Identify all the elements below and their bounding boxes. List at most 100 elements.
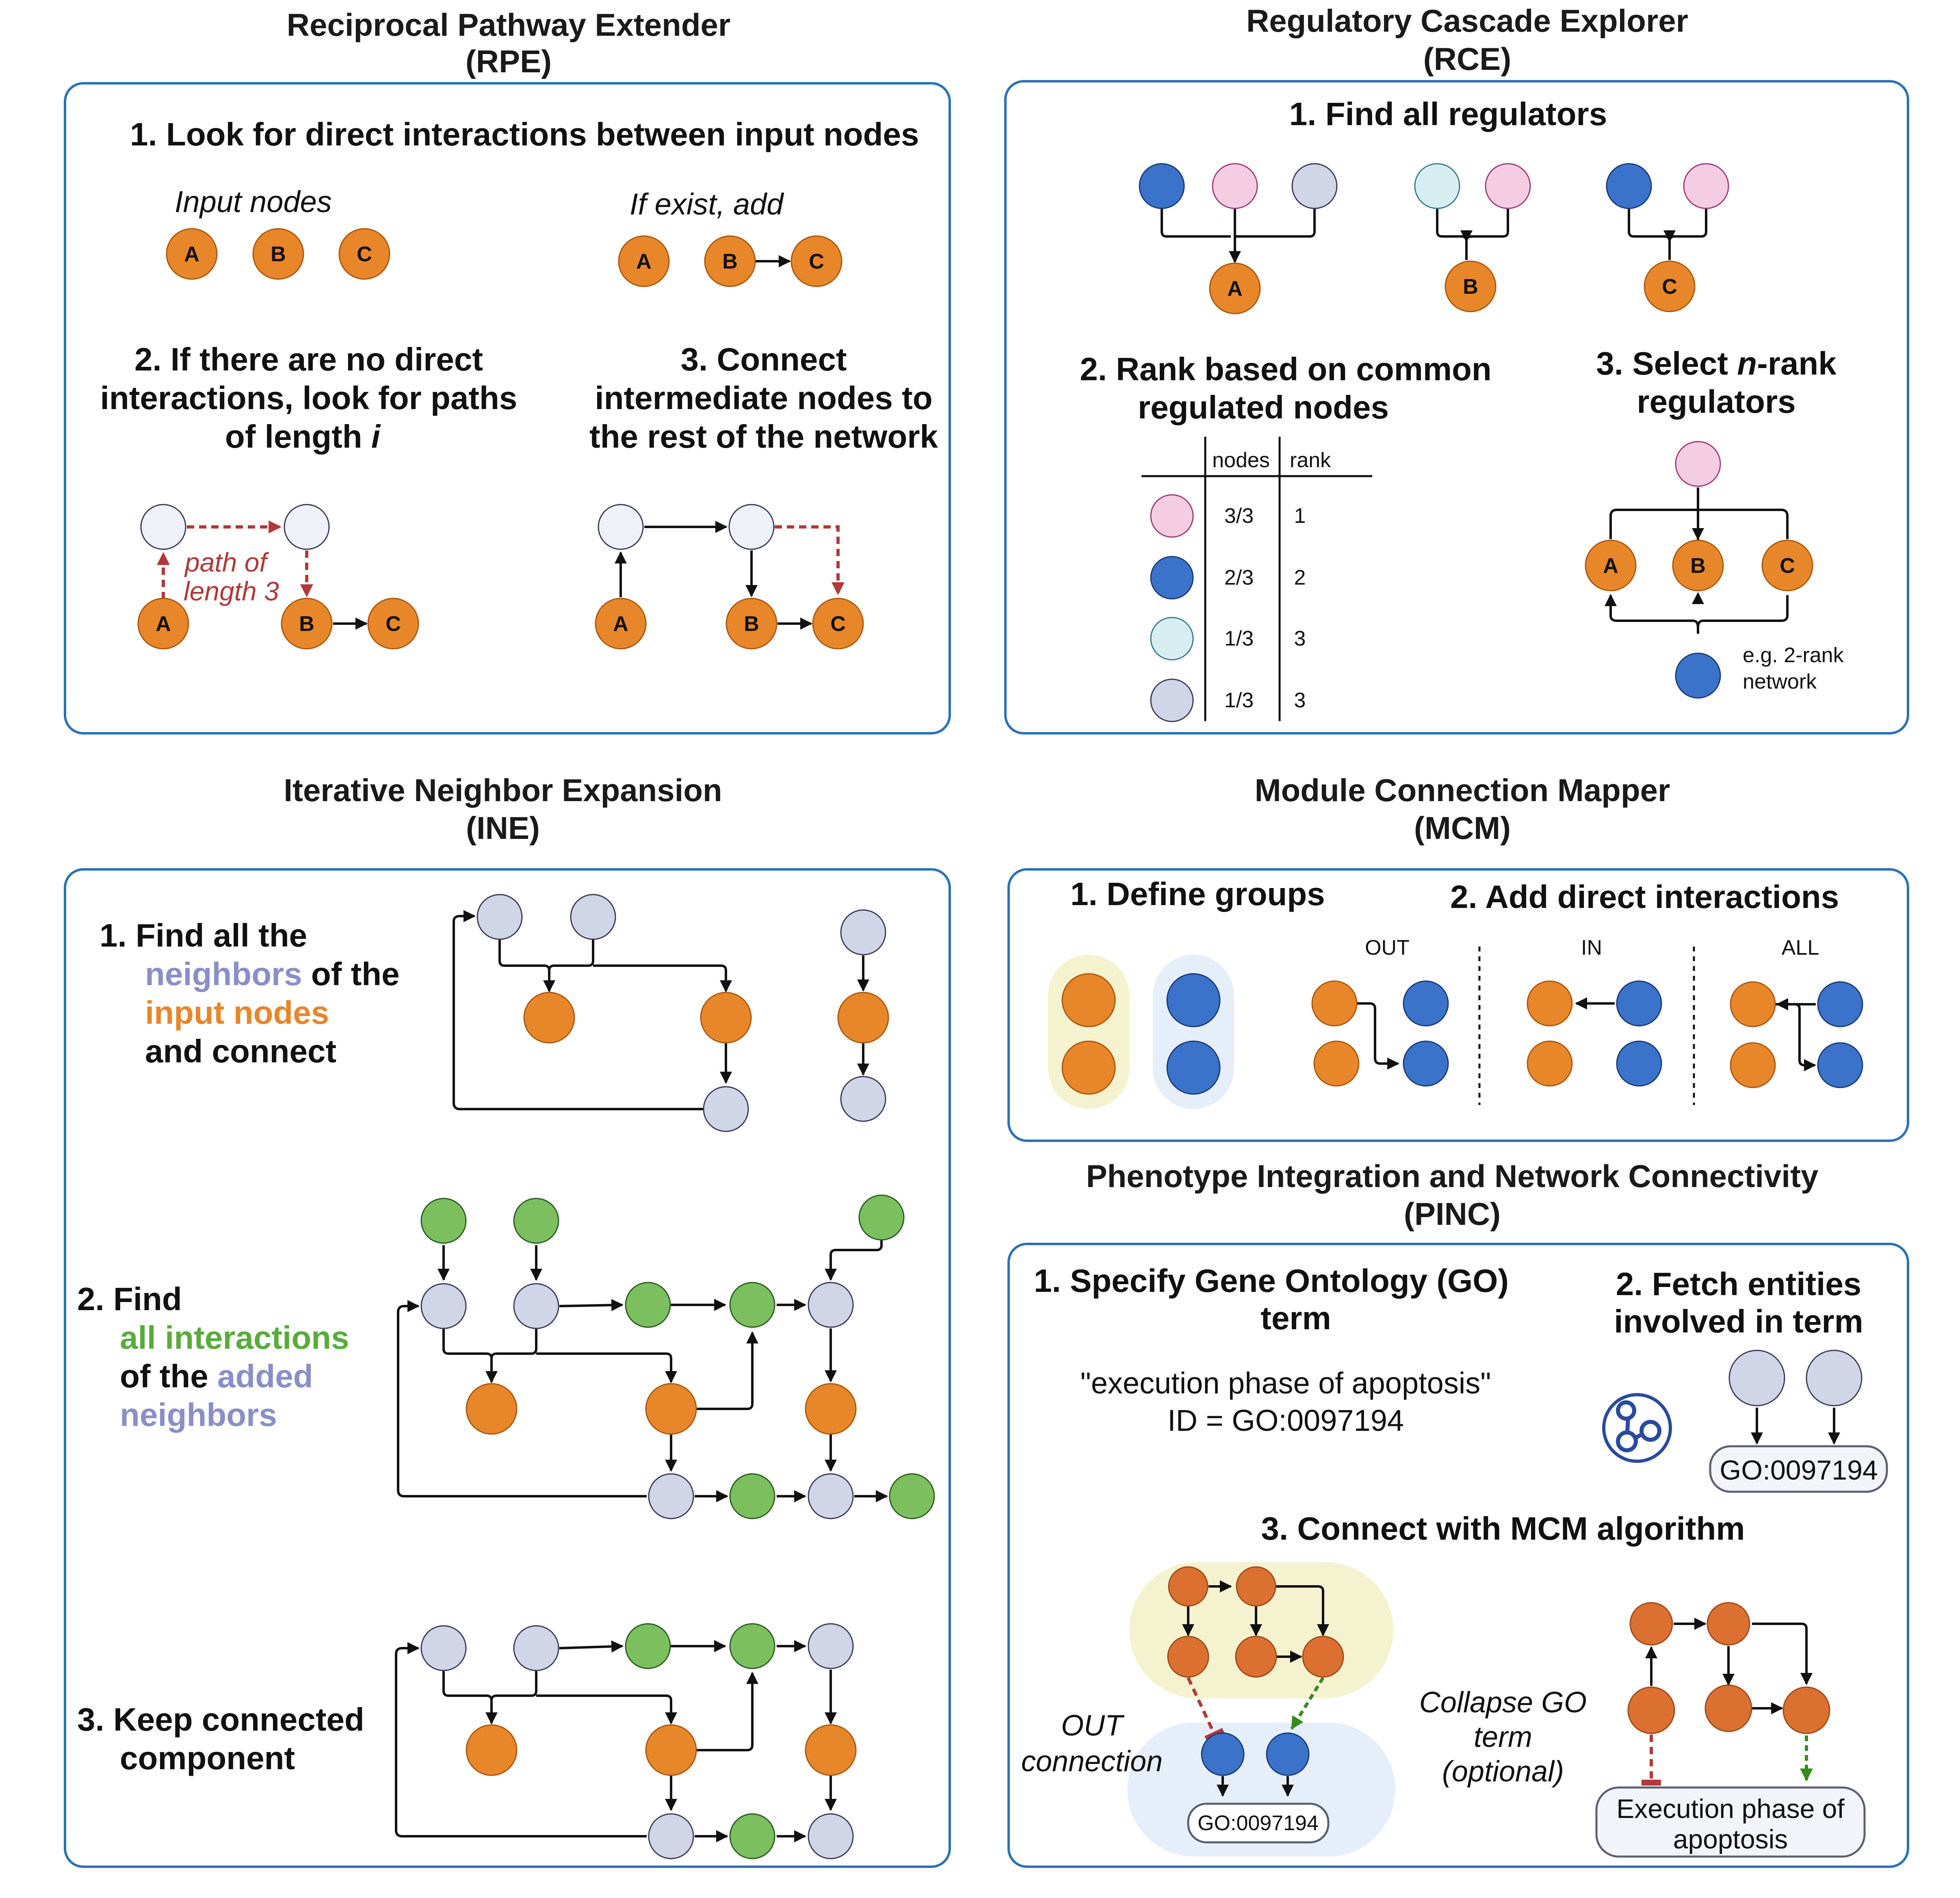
ine-s2-added-6 xyxy=(729,1473,775,1519)
rpe-panel xyxy=(64,82,951,734)
ine-s1-input-1 xyxy=(523,992,575,1044)
pinc-go-name: "execution phase of apoptosis" xyxy=(1080,1366,1491,1400)
mcm-panel xyxy=(1007,868,1909,1142)
ine-section: Iterative Neighbor Expansion (INE) 1. Fi… xyxy=(64,772,951,1868)
rce-regulator-pink-2 xyxy=(1485,163,1531,209)
mcm-all-diagram xyxy=(1730,981,1863,1088)
ine-s1-neighbor-3 xyxy=(703,1086,749,1132)
mcm-group-blue-node-1 xyxy=(1166,973,1221,1027)
pinc-go-box-small-label: GO:0097194 xyxy=(1198,1811,1319,1835)
ine-step1-line1: 1. Find all the xyxy=(100,917,307,953)
rce-target-a: A xyxy=(1209,262,1261,314)
mcm-mode-in: IN xyxy=(1581,936,1602,960)
rce-regulator-pink xyxy=(1212,163,1258,209)
pinc-go-box-small xyxy=(1187,1803,1330,1844)
rce-rank-table: nodes rank 3/3 1 2/3 2 1/3 3 1/3 3 xyxy=(1141,437,1372,722)
rce-table-node-pink xyxy=(1150,494,1194,538)
pinc-step2-line1: 2. Fetch entities xyxy=(1616,1266,1862,1302)
rpe-input-node-b: B xyxy=(252,228,304,280)
svg-text:B: B xyxy=(271,243,286,266)
mcm-title: Module Connection Mapper xyxy=(1255,772,1670,808)
ine-step2-line2: all interactions xyxy=(120,1320,349,1356)
rce-regulator-lavender xyxy=(1291,163,1338,209)
ine-s2-neighbor-1 xyxy=(420,1283,467,1329)
ine-s2-input-2 xyxy=(645,1383,697,1435)
mcm-mode-out: OUT xyxy=(1365,936,1410,960)
rpe-direct-node-c: C xyxy=(790,235,842,287)
ine-s2-added-5 xyxy=(729,1282,775,1328)
rpe-connect-node-a: A xyxy=(595,598,647,650)
rce-table-row1-nodes: 3/3 xyxy=(1224,504,1254,528)
mcm-abbr: (MCM) xyxy=(1414,810,1511,846)
rpe-step2-line2: interactions, look for paths xyxy=(100,380,518,416)
mcm-mode-all: ALL xyxy=(1782,936,1819,960)
ine-s3-added-1 xyxy=(625,1623,671,1669)
rce-selected-target-a: A xyxy=(1585,540,1637,592)
rpe-path-label-line1: path of xyxy=(184,547,269,577)
rpe-intermediate-node-2 xyxy=(284,504,330,550)
ine-s2-added-4 xyxy=(625,1282,671,1328)
ine-step2-line1: 2. Find xyxy=(77,1281,182,1317)
mcm-group-orange-node-2 xyxy=(1061,1040,1116,1095)
rpe-step2-line1: 2. If there are no direct xyxy=(134,341,483,377)
svg-text:C: C xyxy=(357,243,372,266)
ine-step1-line4: and connect xyxy=(145,1033,336,1069)
pinc-entity-1 xyxy=(1728,1350,1785,1406)
ine-s2-input-1 xyxy=(466,1383,518,1435)
rce-step3-line1: 3. Select n-rank xyxy=(1596,345,1837,381)
rce-table-node-blue xyxy=(1150,556,1194,600)
pinc-title: Phenotype Integration and Network Connec… xyxy=(1086,1158,1819,1194)
rce-table-row1-rank: 1 xyxy=(1294,504,1306,528)
rce-target-b: B xyxy=(1445,260,1497,312)
rpe-step3-line1: 3. Connect xyxy=(681,341,847,377)
rce-step2-line1: 2. Rank based on common xyxy=(1080,351,1492,387)
rce-table-node-lavender xyxy=(1150,678,1194,722)
ine-step3-diagram xyxy=(395,1623,857,1859)
ine-abbr: (INE) xyxy=(466,810,540,846)
ine-title: Iterative Neighbor Expansion xyxy=(284,772,722,808)
pinc-section: Phenotype Integration and Network Connec… xyxy=(1007,1158,1909,1868)
pinc-go-box-label: GO:0097194 xyxy=(1720,1455,1878,1486)
pinc-go-box xyxy=(1709,1445,1888,1493)
svg-text:A: A xyxy=(156,612,171,636)
ine-s3-neighbor-1 xyxy=(420,1625,467,1671)
ine-s3-input-1 xyxy=(466,1724,518,1776)
rce-regulator-pink-3 xyxy=(1683,163,1729,209)
ine-s3-added-2 xyxy=(729,1623,775,1669)
rpe-path-node-a: A xyxy=(137,598,189,650)
ine-s3-input-2 xyxy=(645,1724,697,1776)
rpe-step3-line3: the rest of the network xyxy=(589,418,938,455)
ine-s2-added-2 xyxy=(513,1198,559,1244)
pinc-abbr: (PINC) xyxy=(1404,1196,1501,1232)
rce-table-row3-nodes: 1/3 xyxy=(1224,627,1254,650)
rce-target-c: C xyxy=(1644,260,1696,312)
ine-s2-neighbor-5 xyxy=(808,1473,854,1519)
pinc-collapse-line1: Collapse GO xyxy=(1419,1686,1587,1719)
svg-text:B: B xyxy=(299,612,314,636)
svg-text:B: B xyxy=(744,612,759,636)
svg-text:C: C xyxy=(386,612,401,636)
svg-text:A: A xyxy=(1603,554,1618,578)
pinc-module-network: GO:0097194 OUT connection xyxy=(1021,1562,1395,1857)
pinc-step2-line2: involved in term xyxy=(1614,1303,1863,1339)
pinc-inhibit-edge xyxy=(1187,1677,1225,1742)
rpe-if-exist-label: If exist, add xyxy=(630,187,784,221)
rpe-input-nodes-label: Input nodes xyxy=(175,185,332,219)
ine-s3-input-3 xyxy=(805,1724,857,1776)
rpe-connect-diagram: A B C xyxy=(595,504,864,650)
svg-text:A: A xyxy=(636,250,652,273)
rpe-input-node-c: C xyxy=(338,228,390,280)
mcm-section: Module Connection Mapper (MCM) 1. Define… xyxy=(1007,772,1909,1142)
rce-nrank-diagram: A B C e.g. 2-rank network xyxy=(1585,441,1844,699)
pinc-out-line2: connection xyxy=(1021,1745,1163,1778)
rce-selected-target-b: B xyxy=(1672,540,1724,592)
pinc-step1-line1: 1. Specify Gene Ontology (GO) xyxy=(1034,1263,1509,1299)
ine-panel xyxy=(64,868,951,1868)
svg-text:C: C xyxy=(809,250,824,273)
rpe-connect-dashed-edge xyxy=(775,525,845,596)
rpe-step1: 1. Look for direct interactions between … xyxy=(130,116,919,152)
ine-s1-input-3 xyxy=(837,992,889,1044)
pinc-collapsed-network: Execution phase of apoptosis xyxy=(1595,1602,1866,1858)
pinc-panel xyxy=(1007,1243,1909,1868)
rce-table-node-cyan xyxy=(1150,617,1194,661)
